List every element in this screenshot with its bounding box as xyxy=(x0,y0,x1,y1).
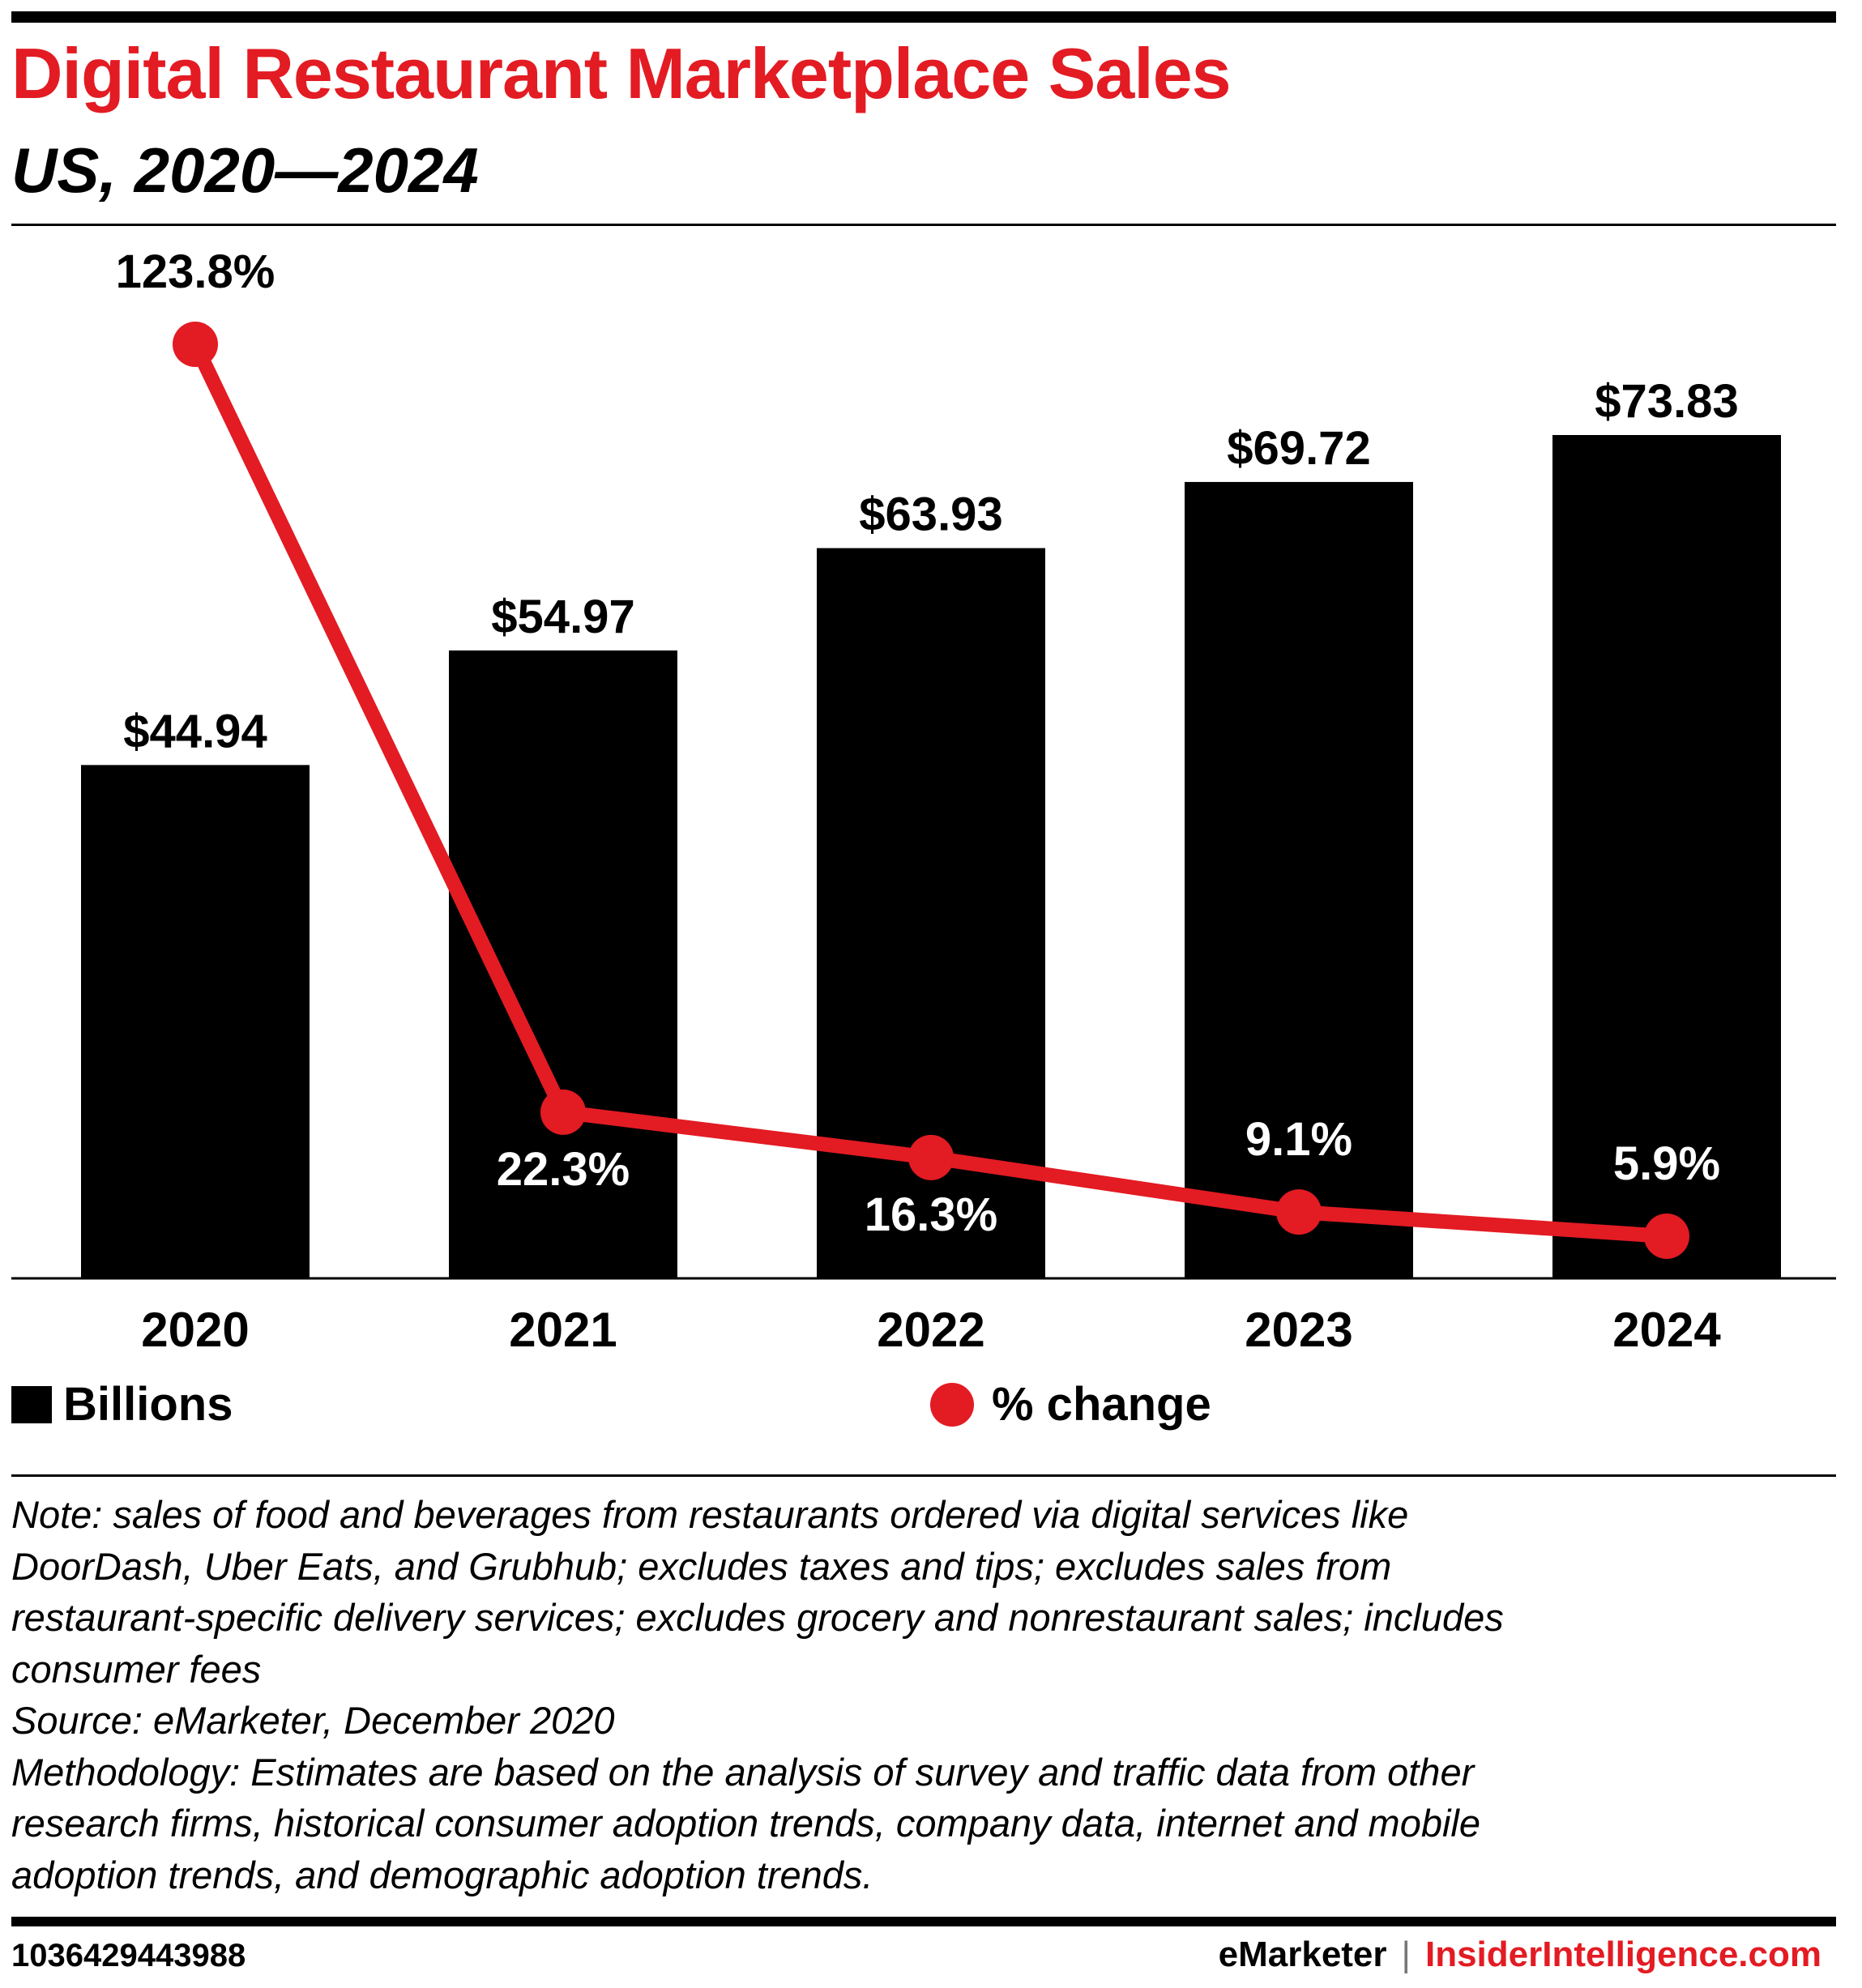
line-point xyxy=(908,1134,954,1180)
x-tick-label: 2020 xyxy=(141,1303,249,1357)
line-value-label: 22.3% xyxy=(497,1143,630,1196)
line-point xyxy=(1276,1189,1322,1235)
x-tick-label: 2021 xyxy=(509,1303,617,1357)
note-line: restaurant-specific delivery services; e… xyxy=(11,1596,1504,1639)
chart-area: $44.94 $54.97 $63.93 $69.72 $73.83 2020 2021 20… xyxy=(11,245,1836,1357)
note-line: Note: sales of food and beverages from r… xyxy=(11,1493,1409,1536)
x-tick-label: 2022 xyxy=(877,1303,984,1357)
bar-value-label: $69.72 xyxy=(1227,422,1370,475)
brand-separator: | xyxy=(1401,1935,1411,1974)
footer-rule xyxy=(11,1917,1836,1926)
line-value-label: 5.9% xyxy=(1613,1137,1720,1190)
methodology-line: Methodology: Estimates are based on the … xyxy=(11,1750,1475,1794)
x-tick-label: 2023 xyxy=(1245,1303,1352,1357)
bar-value-label: $73.83 xyxy=(1595,375,1738,428)
legend-bar-swatch xyxy=(11,1385,52,1423)
line-point xyxy=(1644,1214,1689,1259)
x-tick-label: 2024 xyxy=(1612,1303,1721,1357)
notes-rule xyxy=(11,1474,1836,1477)
note-line: DoorDash, Uber Eats, and Grubhub; exclud… xyxy=(11,1544,1392,1588)
bar xyxy=(1185,481,1413,1278)
line-value-label: 9.1% xyxy=(1245,1113,1352,1166)
chart-title: Digital Restaurant Marketplace Sales xyxy=(11,33,1232,113)
legend-line-swatch xyxy=(930,1382,974,1427)
line-value-label: 16.3% xyxy=(865,1188,997,1241)
bar xyxy=(1552,434,1781,1278)
line-point xyxy=(173,322,218,367)
bar-value-label: $63.93 xyxy=(859,488,1002,541)
legend-line: % change xyxy=(930,1377,1211,1431)
emarketer-logo: eMarketer xyxy=(1218,1935,1387,1974)
source-line: Source: eMarketer, December 2020 xyxy=(11,1699,615,1742)
top-rule xyxy=(11,11,1836,23)
bar-value-label: $54.97 xyxy=(491,591,634,643)
bar xyxy=(81,765,310,1278)
legend-bars-label: Billions xyxy=(63,1378,233,1431)
line-value-label: 123.8% xyxy=(116,245,275,298)
chart-subtitle: US, 2020—2024 xyxy=(11,134,479,206)
methodology-line: adoption trends, and demographic adoptio… xyxy=(11,1853,873,1896)
note-line: consumer fees xyxy=(11,1647,262,1691)
methodology-line: research firms, historical consumer adop… xyxy=(11,1802,1481,1845)
chart-id: 1036429443988 xyxy=(11,1938,246,1973)
footer-brand: eMarketer | InsiderIntelligence.com xyxy=(1219,1935,1821,1975)
legend-bars: Billions xyxy=(11,1377,233,1431)
header-rule xyxy=(11,224,1836,226)
insider-intelligence-link[interactable]: InsiderIntelligence.com xyxy=(1424,1935,1821,1974)
line-point xyxy=(540,1089,586,1135)
notes: Note: sales of food and beverages from r… xyxy=(11,1489,1834,1901)
bar-value-label: $44.94 xyxy=(123,705,267,757)
legend-line-label: % change xyxy=(992,1378,1211,1431)
